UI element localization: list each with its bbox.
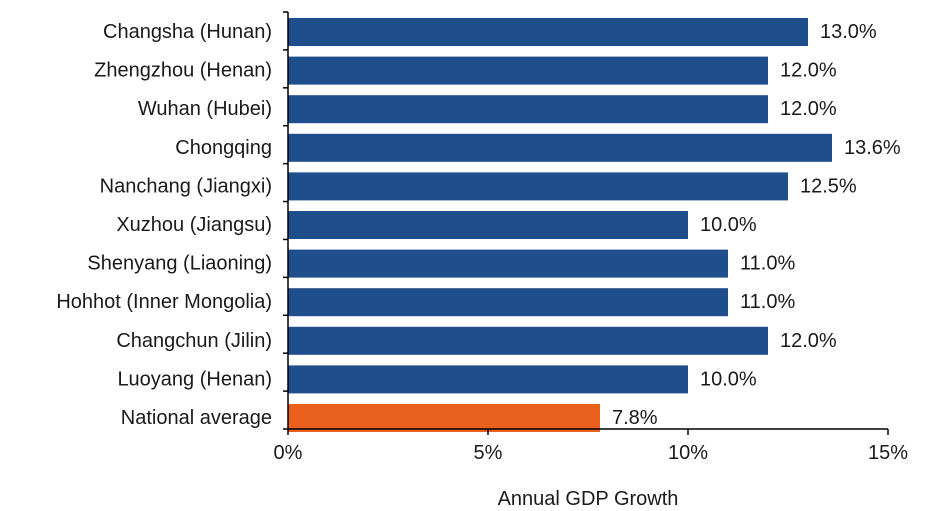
- bar-wuhan-hubei: [288, 95, 768, 124]
- x-tick-label: 5%: [474, 442, 503, 464]
- bar-zhengzhou-henan: [288, 56, 768, 85]
- bar-nanchang-jiangxi: [288, 172, 788, 201]
- value-label-luoyang-henan: 10.0%: [700, 368, 757, 390]
- bar-changchun-jilin: [288, 326, 768, 355]
- value-labels: 13.0% 12.0% 12.0% 13.6% 12.5% 10.0% 11.0% 11.0%…: [612, 21, 901, 429]
- bar-national-average: [288, 404, 600, 432]
- category-label-shenyang-liaoning: Shenyang (Liaoning): [87, 253, 272, 275]
- value-label-national-average: 7.8%: [612, 407, 658, 429]
- category-label-changsha-hunan: Changsha (Hunan): [103, 21, 272, 43]
- category-label-chongqing: Chongqing: [175, 137, 272, 159]
- category-label-xuzhou-jiangsu: Xuzhou (Jiangsu): [116, 214, 272, 236]
- bar-luoyang-henan: [288, 365, 688, 394]
- value-label-changchun-jilin: 12.0%: [780, 330, 837, 352]
- bar-shenyang-liaoning: [288, 249, 728, 278]
- category-label-hohhot-inner-mongolia: Hohhot (Inner Mongolia): [56, 291, 272, 313]
- value-label-hohhot-inner-mongolia: 11.0%: [740, 291, 795, 313]
- category-label-zhengzhou-henan: Zhengzhou (Henan): [94, 60, 272, 82]
- bar-chongqing: [288, 133, 832, 162]
- value-label-nanchang-jiangxi: 12.5%: [800, 175, 857, 197]
- bar-changsha-hunan: [288, 18, 808, 46]
- value-label-xuzhou-jiangsu: 10.0%: [700, 214, 757, 236]
- ticks-group: 0% 5% 10% 15%: [274, 11, 908, 464]
- bar-hohhot-inner-mongolia: [288, 288, 728, 317]
- value-label-wuhan-hubei: 12.0%: [780, 98, 837, 120]
- category-label-luoyang-henan: Luoyang (Henan): [117, 368, 272, 390]
- bar-xuzhou-jiangsu: [288, 211, 688, 239]
- x-tick-label: 10%: [668, 442, 708, 464]
- value-label-changsha-hunan: 13.0%: [820, 21, 877, 43]
- category-labels: Changsha (Hunan) Zhengzhou (Henan) Wuhan (…: [56, 21, 272, 429]
- category-label-national-average: National average: [121, 407, 272, 429]
- x-tick-label: 0%: [274, 442, 303, 464]
- axes-group: [287, 12, 888, 430]
- value-label-zhengzhou-henan: 12.0%: [780, 60, 837, 82]
- bars-group: [288, 18, 832, 432]
- category-label-nanchang-jiangxi: Nanchang (Jiangxi): [100, 175, 272, 197]
- x-tick-label: 15%: [868, 442, 908, 464]
- category-label-wuhan-hubei: Wuhan (Hubei): [138, 98, 272, 120]
- value-label-chongqing: 13.6%: [844, 137, 901, 159]
- x-axis-title: Annual GDP Growth: [498, 488, 679, 510]
- value-label-shenyang-liaoning: 11.0%: [740, 253, 795, 275]
- category-label-changchun-jilin: Changchun (Jilin): [116, 330, 272, 352]
